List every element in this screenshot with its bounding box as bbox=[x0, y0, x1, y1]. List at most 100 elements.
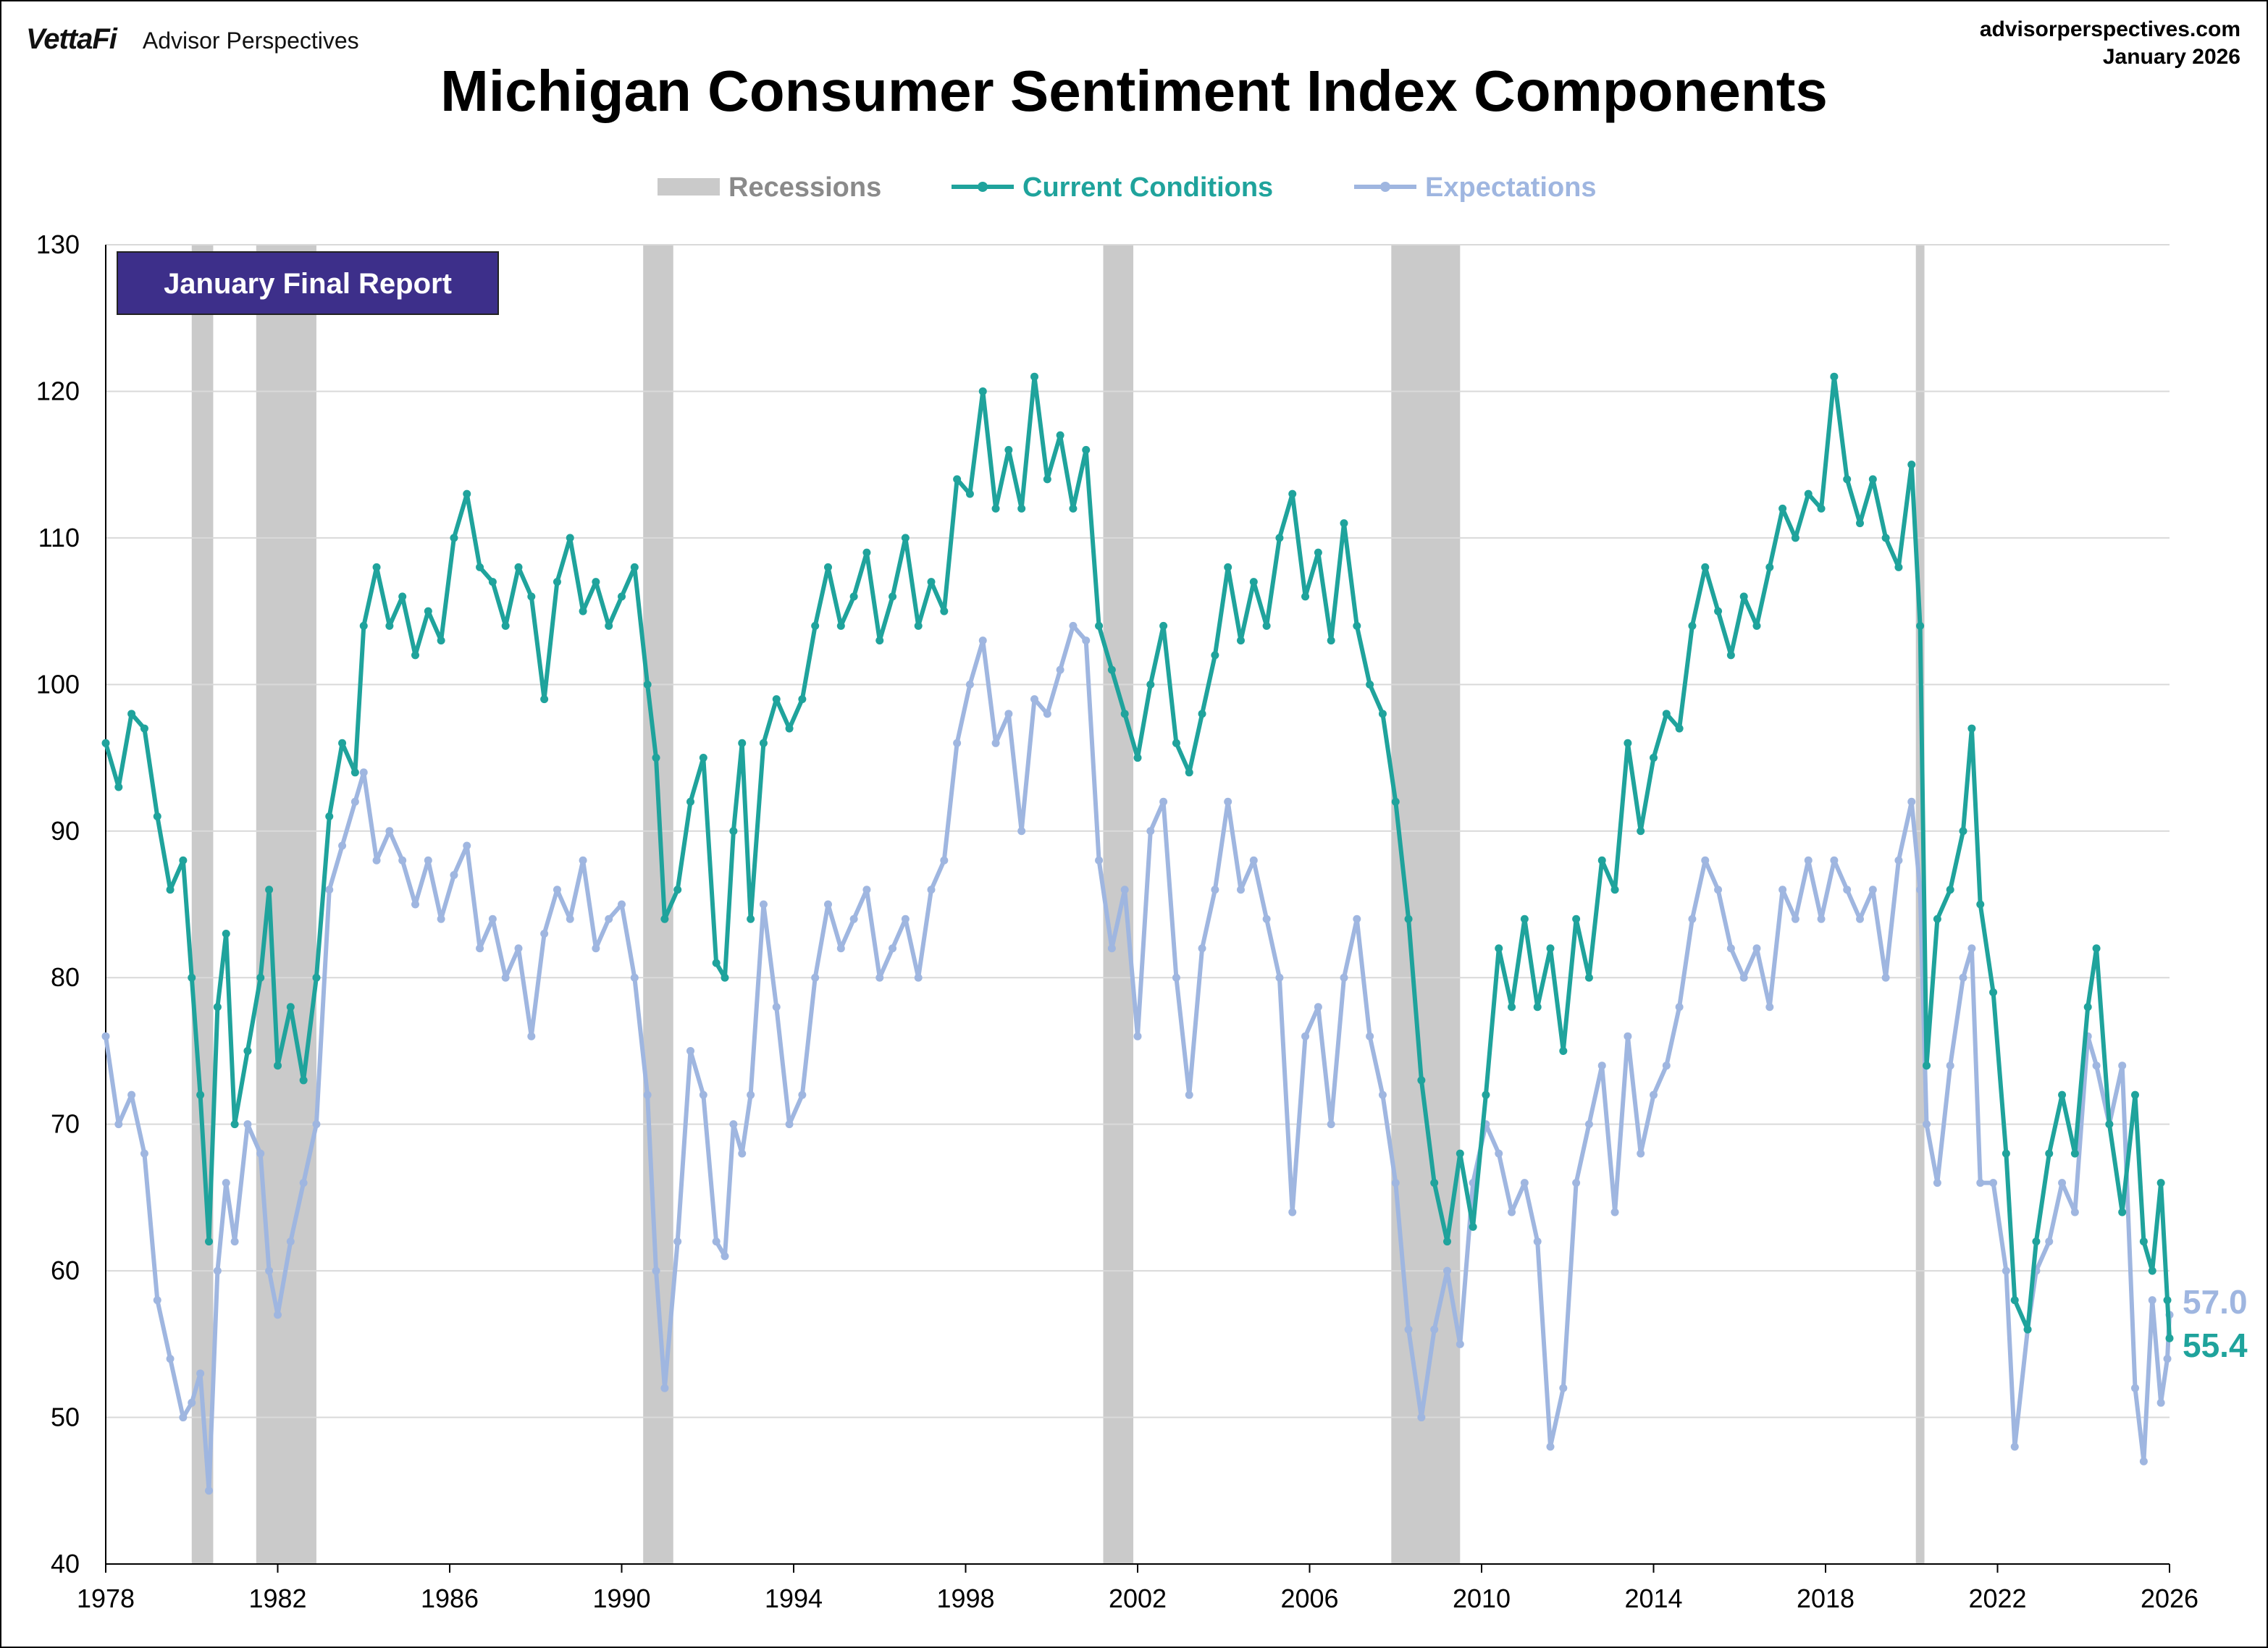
point-expectations bbox=[1923, 1120, 1931, 1129]
point-current-conditions bbox=[2105, 1120, 2114, 1129]
point-current-conditions bbox=[1198, 710, 1206, 718]
point-expectations bbox=[901, 915, 910, 923]
legend-marker-current-conditions bbox=[978, 182, 988, 192]
point-expectations bbox=[101, 1032, 110, 1040]
point-expectations bbox=[514, 944, 523, 953]
point-current-conditions bbox=[1662, 710, 1671, 718]
point-expectations bbox=[953, 739, 962, 747]
point-current-conditions bbox=[1817, 504, 1826, 513]
point-current-conditions bbox=[411, 651, 419, 660]
point-current-conditions bbox=[1469, 1222, 1477, 1231]
point-expectations bbox=[1082, 636, 1091, 645]
point-expectations bbox=[1314, 1003, 1322, 1012]
point-expectations bbox=[1894, 856, 1903, 865]
point-current-conditions bbox=[660, 915, 669, 923]
x-tick-label: 1994 bbox=[765, 1584, 823, 1613]
point-expectations bbox=[1056, 665, 1064, 674]
point-expectations bbox=[1107, 944, 1116, 953]
point-expectations bbox=[1597, 1061, 1606, 1070]
point-expectations bbox=[849, 915, 858, 923]
point-current-conditions bbox=[1301, 592, 1310, 601]
point-expectations bbox=[166, 1355, 175, 1363]
point-current-conditions bbox=[514, 563, 523, 571]
point-current-conditions bbox=[166, 886, 175, 894]
point-current-conditions bbox=[501, 621, 510, 630]
legend-label-expectations: Expectations bbox=[1425, 172, 1597, 203]
point-current-conditions bbox=[729, 827, 738, 836]
point-expectations bbox=[205, 1487, 213, 1495]
point-expectations bbox=[729, 1120, 738, 1129]
point-current-conditions bbox=[1056, 431, 1064, 440]
point-current-conditions bbox=[1989, 988, 1998, 996]
point-current-conditions bbox=[1030, 372, 1038, 381]
point-expectations bbox=[501, 973, 510, 982]
point-expectations bbox=[179, 1413, 188, 1422]
point-expectations bbox=[1610, 1208, 1619, 1216]
point-current-conditions bbox=[1610, 886, 1619, 894]
point-current-conditions bbox=[1881, 534, 1890, 542]
point-current-conditions bbox=[424, 607, 432, 615]
point-current-conditions bbox=[1069, 504, 1078, 513]
point-current-conditions bbox=[889, 592, 897, 601]
point-expectations bbox=[1976, 1179, 1985, 1187]
point-expectations bbox=[1327, 1120, 1335, 1129]
point-current-conditions bbox=[488, 578, 497, 587]
point-current-conditions bbox=[153, 812, 161, 821]
point-current-conditions bbox=[372, 563, 381, 571]
point-current-conditions bbox=[1443, 1237, 1451, 1246]
point-current-conditions bbox=[1340, 519, 1348, 528]
x-tick-label: 1978 bbox=[77, 1584, 135, 1613]
point-expectations bbox=[2139, 1457, 2148, 1466]
point-expectations bbox=[286, 1237, 295, 1246]
point-expectations bbox=[1508, 1208, 1516, 1216]
point-expectations bbox=[1133, 1032, 1142, 1040]
point-current-conditions bbox=[450, 534, 458, 542]
point-expectations bbox=[1417, 1413, 1426, 1422]
point-current-conditions bbox=[2156, 1179, 2165, 1187]
point-current-conditions bbox=[2023, 1325, 2032, 1334]
point-current-conditions bbox=[1288, 489, 1297, 498]
point-expectations bbox=[127, 1090, 136, 1099]
x-tick-label: 2014 bbox=[1624, 1584, 1682, 1613]
point-expectations bbox=[2118, 1061, 2127, 1070]
point-current-conditions bbox=[798, 695, 807, 704]
point-expectations bbox=[213, 1266, 222, 1275]
point-current-conditions bbox=[1637, 827, 1645, 836]
x-tick-label: 2010 bbox=[1453, 1584, 1511, 1613]
x-tick-label: 2026 bbox=[2141, 1584, 2198, 1613]
point-current-conditions bbox=[1314, 548, 1322, 557]
y-tick-label: 120 bbox=[36, 376, 80, 405]
point-expectations bbox=[1224, 797, 1232, 806]
point-current-conditions bbox=[1520, 915, 1529, 923]
point-expectations bbox=[527, 1032, 536, 1040]
point-current-conditions bbox=[2163, 1296, 2172, 1305]
point-current-conditions bbox=[1701, 563, 1710, 571]
point-expectations bbox=[875, 973, 884, 982]
point-expectations bbox=[1843, 886, 1852, 894]
legend-label-recessions: Recessions bbox=[728, 172, 881, 203]
point-current-conditions bbox=[1004, 445, 1013, 454]
point-current-conditions bbox=[2070, 1149, 2079, 1158]
point-expectations bbox=[978, 636, 987, 645]
point-current-conditions bbox=[579, 607, 587, 615]
point-current-conditions bbox=[824, 563, 832, 571]
point-current-conditions bbox=[1726, 651, 1735, 660]
point-current-conditions bbox=[1597, 856, 1606, 865]
series-group bbox=[101, 372, 2174, 1495]
point-current-conditions bbox=[1533, 1003, 1542, 1012]
point-expectations bbox=[1520, 1179, 1529, 1187]
point-current-conditions bbox=[1933, 915, 1941, 923]
point-expectations bbox=[1353, 915, 1361, 923]
point-current-conditions bbox=[1868, 475, 1877, 484]
point-expectations bbox=[2002, 1266, 2010, 1275]
point-expectations bbox=[1856, 915, 1864, 923]
point-current-conditions bbox=[265, 886, 274, 894]
x-tick-label: 2002 bbox=[1109, 1584, 1167, 1613]
point-expectations bbox=[437, 915, 445, 923]
point-expectations bbox=[1378, 1090, 1387, 1099]
point-current-conditions bbox=[243, 1046, 252, 1055]
point-current-conditions bbox=[2118, 1208, 2127, 1216]
point-expectations bbox=[1301, 1032, 1310, 1040]
point-expectations bbox=[660, 1384, 669, 1392]
point-current-conditions bbox=[652, 754, 660, 762]
